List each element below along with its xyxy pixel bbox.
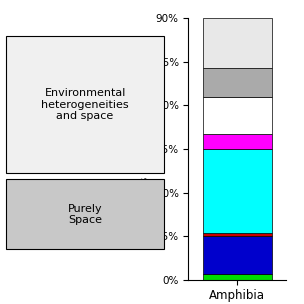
Bar xyxy=(203,274,271,280)
Y-axis label: Species richness variance: Species richness variance xyxy=(140,81,150,217)
Text: Purely
Space: Purely Space xyxy=(68,203,102,225)
Bar xyxy=(203,149,271,233)
Text: Environmental
heterogeneities
and space: Environmental heterogeneities and space xyxy=(41,88,129,122)
Bar xyxy=(203,18,271,67)
Bar xyxy=(203,67,271,97)
Bar xyxy=(203,97,271,134)
Bar xyxy=(203,236,271,274)
Bar xyxy=(203,134,271,149)
Bar xyxy=(203,233,271,236)
